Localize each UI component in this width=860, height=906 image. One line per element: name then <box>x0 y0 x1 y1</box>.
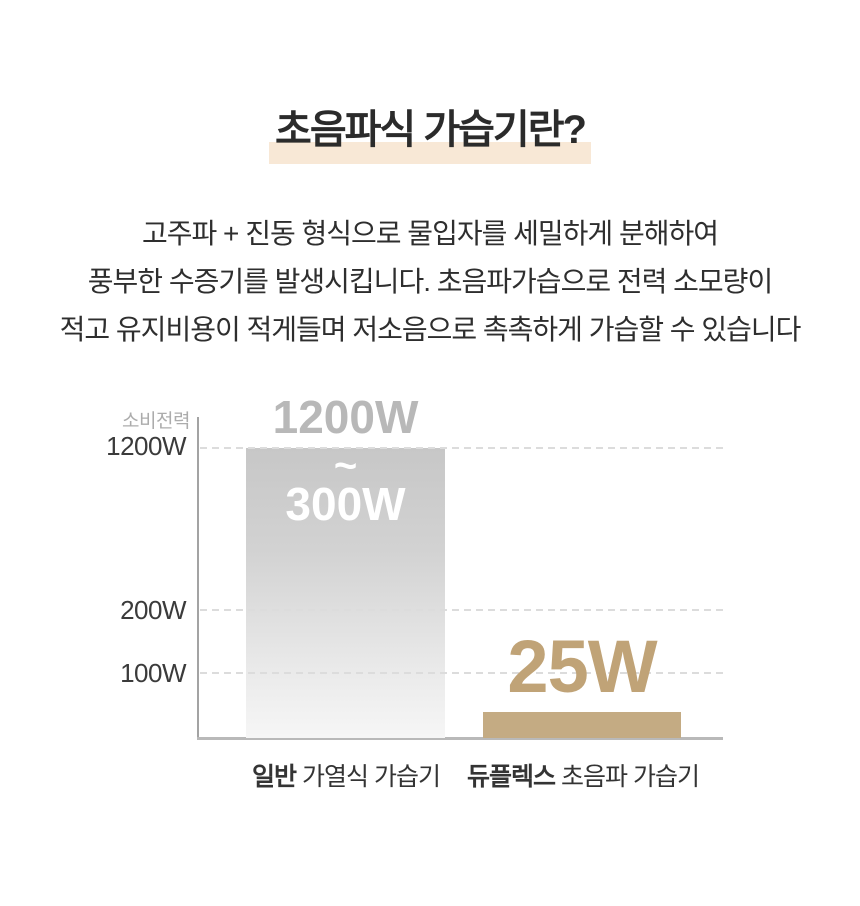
description: 고주파 + 진동 형식으로 물입자를 세밀하게 분해하여 풍부한 수증기를 발생… <box>0 210 860 354</box>
category-heating-rest: 가열식 가습기 <box>296 763 441 791</box>
y-tick-100w: 100W <box>120 658 186 688</box>
ultrasonic-value-label: 25W <box>507 625 657 708</box>
category-ultrasonic-bold: 듀플렉스 <box>467 763 556 791</box>
gridline-100w <box>200 672 723 674</box>
category-label-heating: 일반 가열식 가습기 <box>252 763 441 791</box>
heating-range-tilde: ~ <box>333 444 358 488</box>
x-axis-line <box>197 737 723 740</box>
heating-max-value-label: 1200W <box>272 391 419 443</box>
y-tick-1200w: 1200W <box>106 431 186 461</box>
category-ultrasonic-rest: 초음파 가습기 <box>555 763 700 791</box>
y-axis-title: 소비전력 <box>122 411 190 432</box>
page-title: 초음파식 가습기란? <box>0 106 860 164</box>
gridline-1200w <box>200 447 723 449</box>
bar-ultrasonic-humidifier <box>483 712 681 738</box>
y-axis-line <box>197 417 199 739</box>
heating-min-value-label: 300W <box>285 478 406 530</box>
bar-heating-humidifier <box>246 448 445 738</box>
description-line-3: 적고 유지비용이 적게들며 저소음으로 촉촉하게 가습할 수 있습니다 <box>59 314 802 345</box>
category-heating-bold: 일반 <box>252 763 297 791</box>
gridline-200w <box>200 609 723 611</box>
description-line-2: 풍부한 수증기를 발생시킵니다. 초음파가습으로 전력 소모량이 <box>87 266 773 297</box>
y-tick-200w: 200W <box>120 595 186 625</box>
title-highlight-text: 초음파식 가습기란? <box>269 106 591 164</box>
description-line-1: 고주파 + 진동 형식으로 물입자를 세밀하게 분해하여 <box>142 218 719 249</box>
category-label-ultrasonic: 듀플렉스 초음파 가습기 <box>467 763 700 791</box>
